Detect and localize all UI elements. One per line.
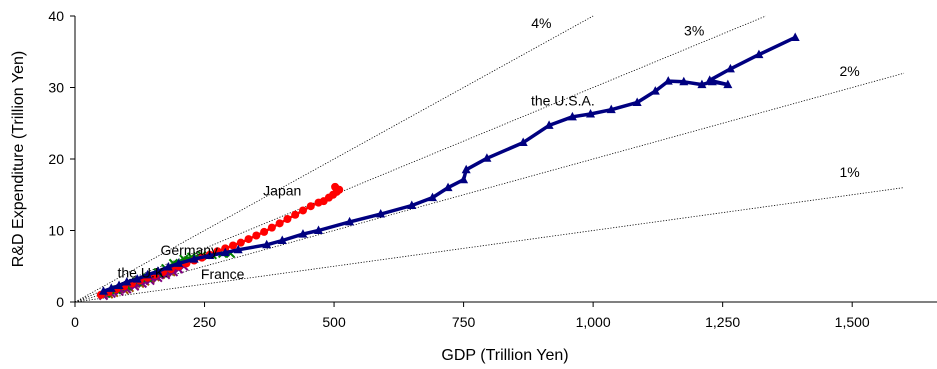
data-point xyxy=(298,229,308,238)
reference-line xyxy=(74,187,905,303)
series-label: the U.K. xyxy=(117,265,168,281)
data-point xyxy=(376,209,386,218)
x-axis-title: GDP (Trillion Yen) xyxy=(441,347,568,364)
reference-line-label: 3% xyxy=(684,22,704,38)
x-tick-label: 1,500 xyxy=(835,314,870,330)
series-labels: the U.K. France Germany Japan the U.S.A. xyxy=(117,92,594,282)
reference-line xyxy=(74,15,594,303)
data-point xyxy=(345,216,355,226)
data-point xyxy=(482,153,492,162)
data-point xyxy=(331,182,340,191)
data-point xyxy=(262,239,272,249)
y-axis-ticks: 0 10 20 30 40 xyxy=(48,8,75,310)
data-point xyxy=(663,76,673,85)
data-point xyxy=(267,223,276,232)
data-point xyxy=(544,120,554,129)
data-series xyxy=(96,32,800,301)
data-point xyxy=(163,261,173,271)
data-point xyxy=(567,111,577,121)
data-point xyxy=(725,63,735,73)
data-point xyxy=(277,235,287,245)
series-label: France xyxy=(201,266,245,282)
series xyxy=(98,32,800,295)
reference-line-label: 2% xyxy=(839,63,859,79)
data-point xyxy=(132,274,142,283)
data-point xyxy=(229,241,238,250)
data-point xyxy=(586,108,596,118)
x-tick-label: 750 xyxy=(452,314,476,330)
data-point xyxy=(314,225,324,234)
series-label: the U.S.A. xyxy=(531,92,595,108)
data-point xyxy=(679,76,689,86)
reference-line-label: 1% xyxy=(839,164,859,180)
y-tick-label: 20 xyxy=(48,151,64,167)
reference-line-labels: 4% 3% 2% 1% xyxy=(531,15,860,180)
reference-line-label: 4% xyxy=(531,15,551,31)
y-axis-title: R&D Expenditure (Trillion Yen) xyxy=(10,51,27,267)
data-point xyxy=(122,276,132,286)
data-point xyxy=(606,104,616,114)
data-point xyxy=(723,79,733,89)
data-point xyxy=(283,215,292,224)
data-point xyxy=(174,258,184,267)
series-label: Japan xyxy=(263,182,301,198)
x-tick-label: 500 xyxy=(322,314,346,330)
data-point xyxy=(275,219,284,228)
data-point xyxy=(220,247,230,257)
y-tick-label: 30 xyxy=(48,80,64,96)
data-point xyxy=(705,75,715,84)
data-point xyxy=(233,244,243,254)
x-axis-ticks: 0 250 500 750 1,000 1,250 1,500 xyxy=(71,302,870,330)
y-tick-label: 40 xyxy=(48,8,64,24)
data-point xyxy=(428,192,438,202)
data-point xyxy=(697,79,707,89)
data-point xyxy=(244,235,253,244)
x-tick-label: 250 xyxy=(193,314,217,330)
data-point xyxy=(518,137,528,147)
data-point xyxy=(754,49,764,59)
reference-lines xyxy=(74,15,905,303)
data-point xyxy=(298,206,307,215)
data-point xyxy=(443,182,453,192)
data-point xyxy=(461,164,471,174)
data-point xyxy=(632,97,642,107)
data-point xyxy=(189,254,199,263)
x-tick-label: 1,250 xyxy=(705,314,740,330)
x-tick-label: 0 xyxy=(71,314,79,330)
data-point xyxy=(650,86,660,95)
data-point xyxy=(790,32,800,41)
data-point xyxy=(236,238,245,247)
y-tick-label: 0 xyxy=(56,294,64,310)
data-point xyxy=(306,202,315,211)
data-point xyxy=(143,269,153,279)
reference-line xyxy=(74,72,905,303)
series xyxy=(96,182,344,299)
data-point xyxy=(205,250,215,260)
y-tick-label: 10 xyxy=(48,223,64,239)
x-tick-label: 1,000 xyxy=(576,314,611,330)
data-point xyxy=(114,280,124,290)
data-point xyxy=(252,231,261,240)
data-point xyxy=(98,286,108,295)
data-point xyxy=(407,200,417,209)
data-point xyxy=(153,266,163,275)
data-point xyxy=(106,283,116,292)
data-point xyxy=(260,227,269,236)
data-point xyxy=(291,210,300,219)
series-label: Germany xyxy=(160,242,218,258)
data-point xyxy=(459,174,469,184)
